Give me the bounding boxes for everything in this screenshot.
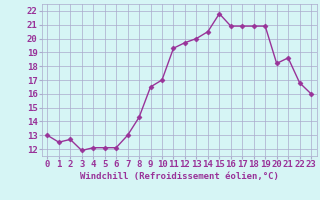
X-axis label: Windchill (Refroidissement éolien,°C): Windchill (Refroidissement éolien,°C) bbox=[80, 172, 279, 181]
